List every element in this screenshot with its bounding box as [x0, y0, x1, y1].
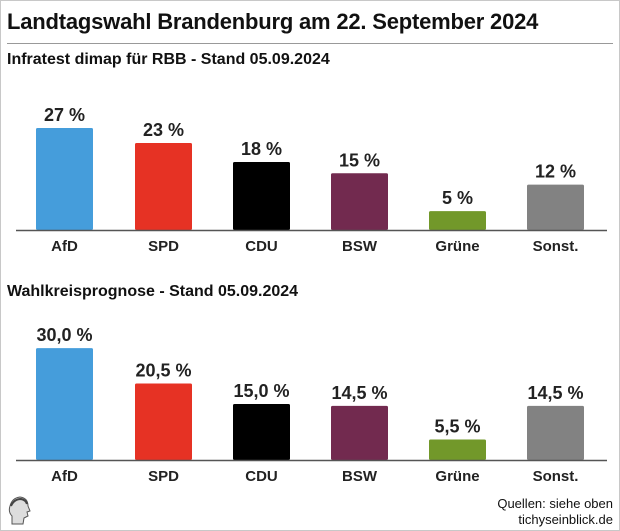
- data-label: 23 %: [143, 120, 184, 140]
- category-label: SPD: [148, 468, 179, 485]
- data-label: 14,5 %: [527, 383, 583, 403]
- title-divider: [7, 43, 613, 44]
- category-label: CDU: [245, 238, 278, 255]
- bar-spd: [135, 143, 192, 230]
- data-label: 20,5 %: [135, 361, 191, 381]
- data-label: 18 %: [241, 139, 282, 159]
- category-label: BSW: [342, 468, 378, 485]
- bar-grne: [429, 211, 486, 230]
- data-label: 15 %: [339, 150, 380, 170]
- data-label: 15,0 %: [233, 381, 289, 401]
- data-label: 27 %: [44, 105, 85, 125]
- bar-cdu: [233, 161, 290, 230]
- site-name: tichyseinblick.de: [518, 512, 613, 527]
- bar-afd: [36, 348, 93, 460]
- data-label: 12 %: [535, 162, 576, 182]
- category-label: Grüne: [435, 468, 479, 485]
- category-label: AfD: [51, 468, 78, 485]
- bar-bsw: [331, 405, 388, 460]
- data-label: 5,5 %: [434, 416, 480, 436]
- category-label: CDU: [245, 468, 278, 485]
- category-label: SPD: [148, 238, 179, 255]
- category-label: BSW: [342, 238, 378, 255]
- category-label: AfD: [51, 238, 78, 255]
- bar-grne: [429, 439, 486, 460]
- logo-head-icon: [8, 496, 31, 525]
- bar-bsw: [331, 173, 388, 230]
- bar-cdu: [233, 404, 290, 460]
- data-label: 14,5 %: [331, 383, 387, 403]
- category-label: Grüne: [435, 238, 479, 255]
- page-title: Landtagswahl Brandenburg am 22. Septembe…: [7, 9, 539, 34]
- chart-2-title: Wahlkreisprognose - Stand 05.09.2024: [7, 283, 299, 300]
- category-label: Sonst.: [533, 238, 579, 255]
- data-label: 5 %: [442, 188, 473, 208]
- data-label: 30,0 %: [36, 325, 92, 345]
- bar-sonst: [527, 184, 584, 230]
- chart-1-title: Infratest dimap für RBB - Stand 05.09.20…: [7, 51, 330, 68]
- bar-sonst: [527, 405, 584, 460]
- bar-afd: [36, 127, 93, 230]
- category-label: Sonst.: [533, 468, 579, 485]
- bar-spd: [135, 383, 192, 460]
- source-note: Quellen: siehe oben: [497, 496, 613, 511]
